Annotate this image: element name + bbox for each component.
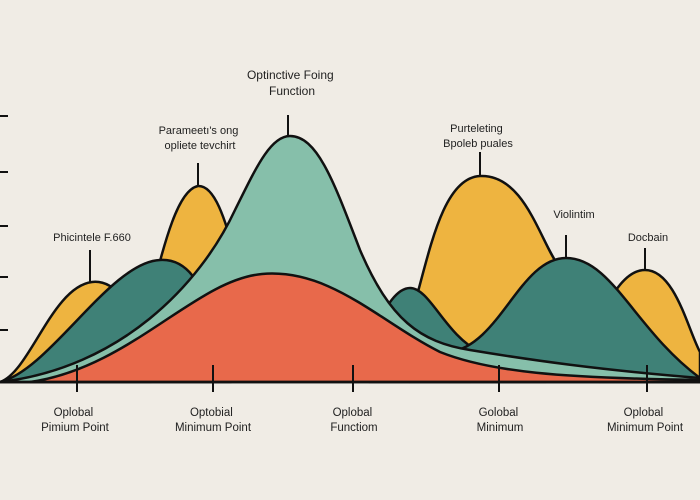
bottom-label-line: Functiom (330, 422, 377, 434)
annotation-parameter: Parameetı's ong opliete tevchirt (159, 125, 242, 152)
annotation-line: Parameetı's ong (159, 125, 239, 137)
bottom-label-1: Oplobal Pimium Point (41, 407, 110, 434)
title-line-2: Function (269, 84, 315, 98)
title-line-1: Optinctive Foing (247, 68, 334, 82)
bottom-label-4: Golobal Minimum (477, 407, 524, 434)
bottom-label-line: Minimum (477, 422, 524, 434)
teal-curve-right (448, 256, 700, 384)
annotation-line: Violintim (553, 209, 594, 221)
left-axis-ticks (0, 115, 8, 331)
bottom-label-line: Oplobal (54, 407, 94, 419)
annotation-line: Docbain (628, 232, 668, 244)
annotation-center-right: Purteleting Bpoleb puales (443, 123, 513, 150)
annotation-line: Phicintele F.660 (53, 232, 131, 244)
bottom-label-5: Oplobal Minimum Point (607, 407, 684, 434)
bottom-label-line: Minimum Point (607, 422, 684, 434)
annotation-line: opliete tevchirt (165, 140, 236, 152)
orange-curve (29, 272, 700, 384)
bottom-label-line: Optobial (190, 407, 233, 419)
bottom-label-3: Oplobal Functiom (330, 407, 377, 434)
peak-markers (89, 115, 646, 282)
bottom-label-line: Pimium Point (41, 422, 110, 434)
bottom-label-line: Oplobal (624, 407, 664, 419)
diagram-title: Optinctive Foing Function (247, 68, 337, 98)
annotation-far-right: Docbain (628, 232, 668, 244)
annotation-line: Purteleting (450, 123, 503, 135)
bottom-label-line: Oplobal (333, 407, 373, 419)
bottom-label-2: Optobial Minimum Point (175, 407, 252, 434)
annotation-line: Bpoleb puales (443, 138, 513, 150)
annotation-left: Phicintele F.660 (53, 232, 131, 244)
bottom-ticks (76, 365, 648, 392)
annotation-right: Violintim (553, 209, 594, 221)
bottom-label-line: Minimum Point (175, 422, 252, 434)
bottom-label-line: Golobal (479, 407, 519, 419)
